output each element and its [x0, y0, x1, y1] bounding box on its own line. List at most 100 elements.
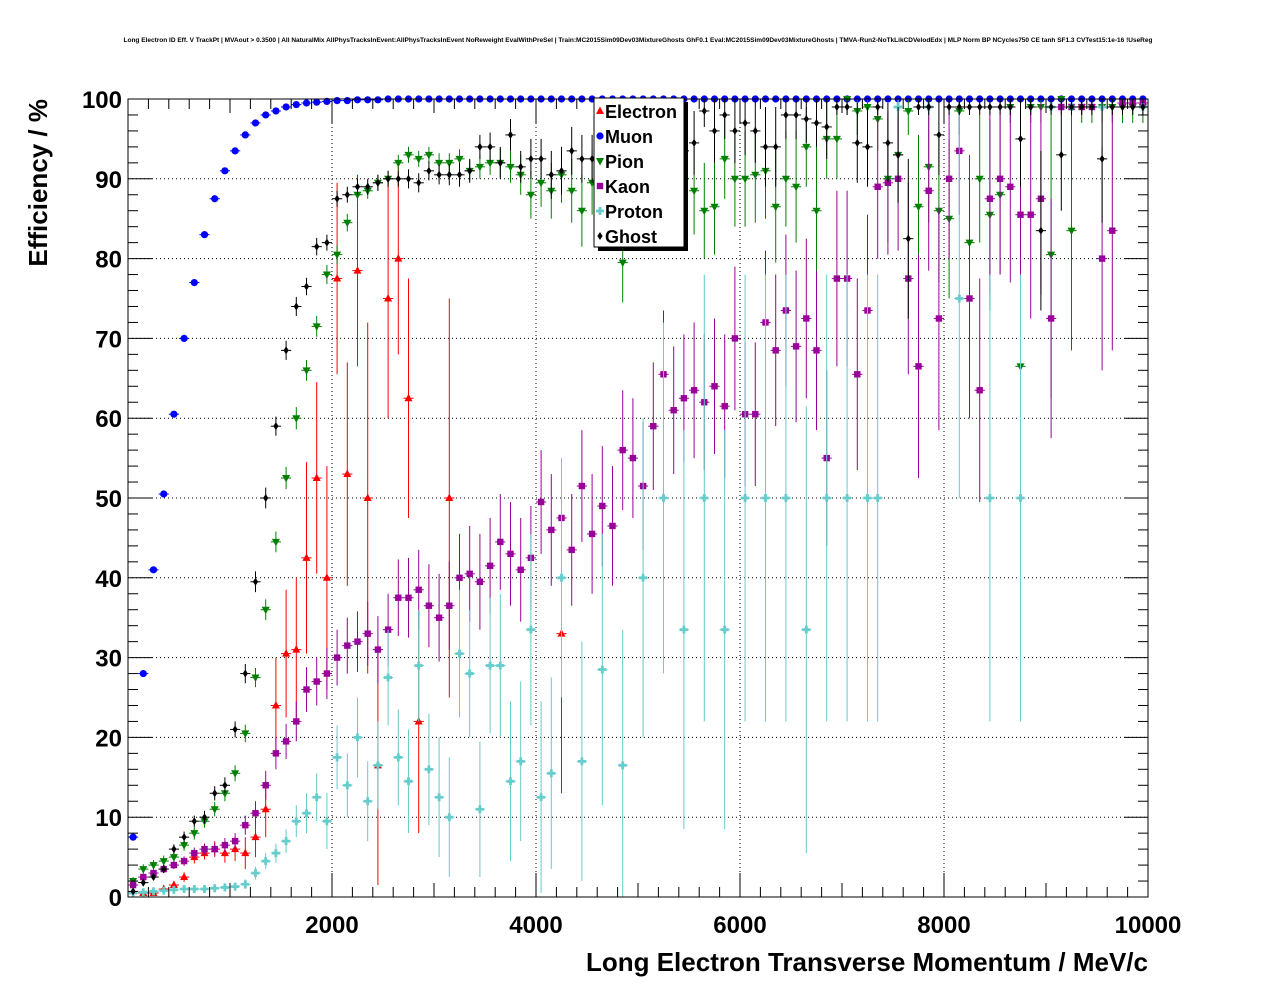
ghost-point [824, 122, 830, 131]
ghost-point [518, 162, 524, 171]
legend-label-muon: Muon [605, 127, 653, 147]
ghost-point [314, 242, 320, 251]
ghost-point [354, 182, 361, 191]
legend-label-ghost: Ghost [605, 227, 657, 247]
muon-point [180, 334, 188, 342]
ghost-point [1048, 102, 1054, 111]
legend-marker-ghost [597, 232, 603, 240]
y-tick-label: 80 [95, 247, 122, 274]
proton-point [843, 494, 852, 502]
pion-point [149, 862, 158, 870]
ghost-point [548, 170, 554, 179]
proton-point [516, 757, 525, 766]
kaon-point [446, 602, 453, 609]
proton-point [231, 882, 240, 891]
kaon-point [619, 446, 626, 454]
ghost-point [834, 102, 840, 111]
ghost-point [1028, 102, 1034, 111]
proton-point [271, 849, 280, 858]
ghost-point [1068, 102, 1075, 111]
y-tick-label: 40 [95, 566, 122, 593]
muon-point [129, 833, 137, 841]
electron-point [353, 266, 362, 274]
kaon-point [711, 383, 718, 390]
electron-point [404, 393, 413, 402]
kaon-point [650, 422, 657, 430]
ghost-point [1038, 226, 1044, 235]
ghost-point [885, 138, 891, 147]
pion-point [792, 183, 801, 192]
muon-point [313, 98, 321, 106]
kaon-point [456, 574, 463, 581]
kaon-point [497, 538, 504, 546]
proton-point [333, 753, 342, 762]
proton-point [465, 669, 474, 678]
electron-point [251, 832, 260, 841]
ghost-point [405, 174, 412, 183]
ghost-point [507, 130, 514, 139]
pion-point [577, 207, 586, 216]
ghost-point [1109, 102, 1115, 111]
proton-point [302, 809, 311, 818]
kaon-point [466, 570, 473, 578]
kaon-point [344, 642, 351, 649]
kaon-point [140, 873, 147, 881]
ghost-point [1119, 102, 1126, 111]
ghost-point [1130, 102, 1136, 111]
ghost-point [446, 170, 452, 179]
proton-point [955, 294, 964, 303]
kaon-point [1047, 315, 1055, 322]
kaon-point [303, 686, 310, 693]
grid-lines [128, 99, 1148, 897]
pion-point [251, 674, 260, 683]
y-tick-label: 100 [82, 87, 122, 114]
muon-point [170, 410, 178, 418]
x-tick-label: 8000 [917, 912, 970, 939]
electron-point [322, 573, 331, 581]
ghost-point [467, 166, 473, 175]
kaon-point [201, 845, 208, 853]
y-tick-label: 30 [95, 646, 122, 673]
ghost-point [752, 126, 758, 135]
pion-point [475, 163, 484, 172]
electron-point [394, 254, 403, 262]
ghost-point [171, 845, 177, 854]
pion-point [445, 159, 454, 168]
muon-point [251, 119, 260, 127]
ghost-point [293, 302, 299, 311]
ghost-point [783, 110, 789, 119]
pion-point [353, 191, 362, 200]
muon-point [353, 96, 362, 104]
kaon-point [364, 630, 371, 637]
ghost-point [895, 150, 901, 159]
proton-point [526, 625, 535, 634]
proton-point [435, 793, 444, 802]
electron-point [282, 649, 291, 657]
ghost-point [1017, 134, 1024, 143]
proton-point [547, 769, 556, 778]
proton-point [384, 673, 393, 682]
kaon-point [925, 187, 932, 194]
pion-point [190, 830, 199, 838]
pion-point [700, 207, 709, 216]
proton-point [241, 880, 250, 889]
proton-point [486, 661, 495, 670]
pion-point [904, 107, 913, 116]
kaon-point [537, 498, 545, 506]
pion-point [781, 175, 790, 184]
pion-point [975, 175, 984, 184]
legend-box [593, 97, 685, 248]
x-tick-label: 2000 [305, 912, 358, 939]
pion-point [271, 538, 280, 547]
pion-point [261, 606, 270, 615]
y-tick-label: 60 [95, 406, 122, 433]
ghost-point [212, 789, 218, 798]
proton-point [363, 797, 372, 806]
pion-point [312, 323, 321, 331]
ghost-point [905, 234, 911, 243]
proton-point [475, 805, 484, 814]
proton-point [761, 494, 770, 502]
proton-point [802, 625, 811, 634]
series-electron [138, 162, 567, 897]
proton-point [282, 837, 291, 846]
